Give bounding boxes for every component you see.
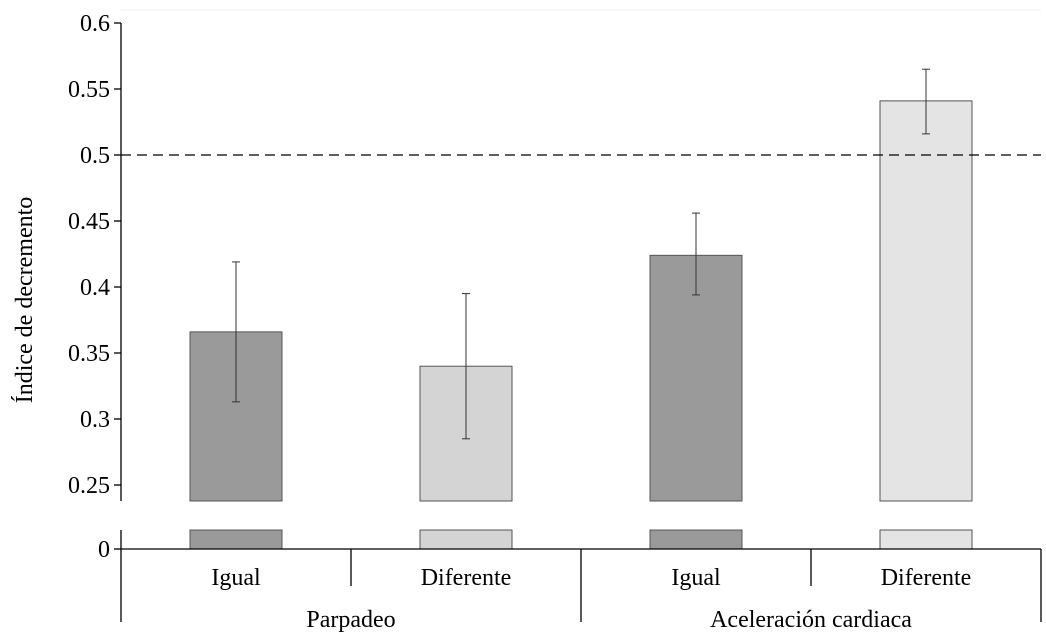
bar-3-base (649, 529, 743, 550)
x-category-label: Igual (211, 565, 261, 591)
bar-2-base (419, 529, 513, 550)
y-tick-label: 0.5 (80, 143, 110, 169)
x-category-label: Igual (671, 565, 721, 591)
y-tick-label: 0.45 (68, 209, 110, 235)
y-tick-label-zero: 0 (98, 537, 110, 563)
x-category-label: Diferente (421, 565, 512, 591)
x-group-label: Parpadeo (306, 607, 395, 633)
y-tick-label: 0.6 (80, 11, 110, 37)
y-axis-label: Índice de decremento (12, 197, 38, 404)
y-tick-label: 0.25 (68, 473, 110, 499)
bar-1-base (189, 529, 283, 550)
bar-3 (649, 254, 743, 502)
y-tick-label: 0.35 (68, 341, 110, 367)
x-group-label: Aceleración cardiaca (710, 607, 912, 633)
y-tick-label: 0.4 (80, 275, 110, 301)
y-tick-label: 0.55 (68, 77, 110, 103)
y-tick-label: 0.3 (80, 407, 110, 433)
x-category-label: Diferente (881, 565, 972, 591)
bar-4-base (879, 529, 973, 550)
bar-4 (879, 100, 973, 502)
